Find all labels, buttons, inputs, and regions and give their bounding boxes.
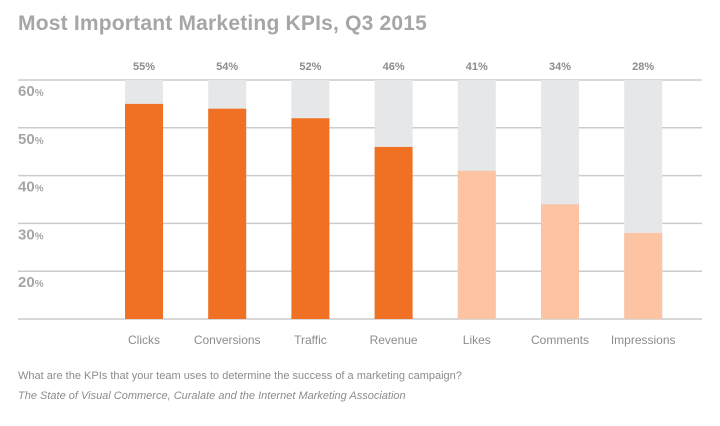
x-axis-ticks: Clicks Conversions Traffic Revenue Likes Comm… [128, 333, 676, 347]
chart-title: Most Important Marketing KPIs, Q3 2015 [18, 12, 428, 35]
value-label: 28% [632, 61, 654, 73]
y-tick-label: 40% [18, 179, 44, 196]
value-label: 55% [133, 61, 155, 73]
bar-conversions [208, 108, 247, 320]
bar-likes [457, 170, 496, 319]
y-tick-label: 50% [18, 131, 44, 148]
y-tick-label: 30% [18, 226, 44, 243]
y-tick-label: 20% [18, 274, 44, 291]
value-bars [125, 103, 663, 320]
x-tick-label: Clicks [128, 333, 160, 347]
x-tick-label: Revenue [370, 333, 418, 347]
bar-traffic [291, 118, 330, 320]
value-label: 41% [466, 61, 488, 73]
survey-question: What are the KPIs that your team uses to… [18, 370, 462, 382]
x-tick-label: Traffic [294, 333, 327, 347]
bar-comments [541, 204, 579, 319]
value-labels: 55% 54% 52% 46% 41% 34% 28% [133, 61, 654, 73]
value-label: 46% [383, 61, 405, 73]
bar-clicks [125, 103, 163, 320]
bar-impressions [624, 232, 663, 319]
x-tick-label: Conversions [194, 333, 261, 347]
x-tick-label: Impressions [611, 333, 676, 347]
value-label: 52% [299, 61, 321, 73]
bar-revenue [374, 146, 413, 319]
value-label: 34% [549, 61, 571, 73]
y-tick-label: 60% [18, 83, 44, 100]
y-axis-ticks: 60% 50% 40% 30% 20% [18, 83, 44, 291]
x-tick-label: Likes [463, 333, 491, 347]
x-tick-label: Comments [531, 333, 589, 347]
gridlines [18, 79, 702, 320]
source-note: The State of Visual Commerce, Curalate a… [18, 390, 406, 402]
value-label: 54% [216, 61, 238, 73]
